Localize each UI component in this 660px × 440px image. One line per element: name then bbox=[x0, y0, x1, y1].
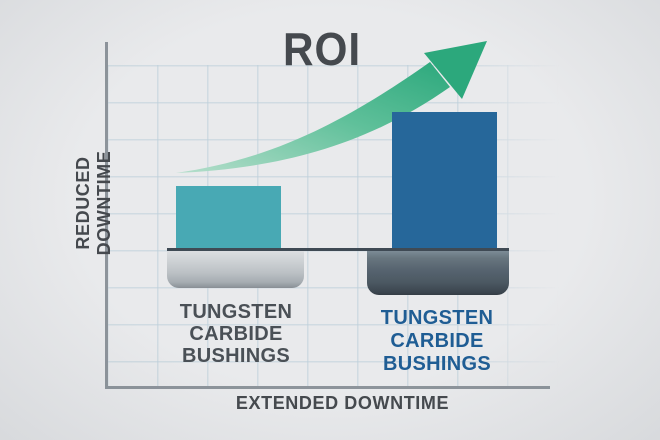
bushing-pedestal-right bbox=[367, 251, 509, 295]
y-axis-line bbox=[105, 42, 108, 387]
bar-label-right-line1: TUNGSTEN bbox=[380, 307, 494, 329]
bar-label-left-line2: CARBIDE bbox=[189, 323, 283, 345]
bar-label-left: TUNGSTEN CARBIDE BUSHINGS bbox=[156, 301, 316, 367]
bushing-pedestal-left bbox=[167, 251, 304, 288]
bar-label-right-line2: CARBIDE bbox=[390, 330, 484, 352]
bar-blue-bushings bbox=[392, 112, 497, 250]
bar-label-left-line3: BUSHINGS bbox=[182, 345, 290, 367]
y-axis-label: REDUCED DOWNTIME bbox=[73, 150, 114, 256]
x-axis-line bbox=[105, 386, 550, 389]
bar-label-left-line1: TUNGSTEN bbox=[179, 301, 293, 323]
chart-title: ROI bbox=[283, 23, 361, 75]
bar-teal-bushings bbox=[176, 186, 281, 250]
bar-label-right-line3: BUSHINGS bbox=[383, 353, 491, 375]
x-axis-label: EXTENDED DOWNTIME bbox=[235, 393, 450, 413]
pedestal-baseline bbox=[167, 248, 509, 251]
bar-label-right: TUNGSTEN CARBIDE BUSHINGS bbox=[357, 307, 517, 376]
